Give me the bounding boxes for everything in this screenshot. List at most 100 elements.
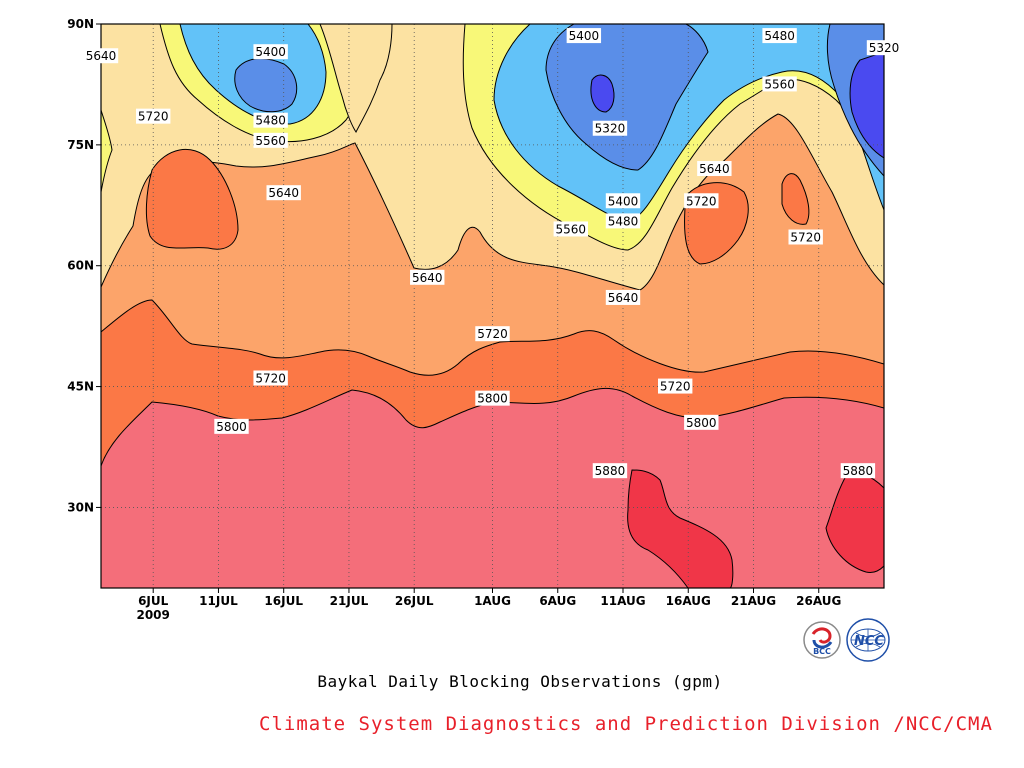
contour-label-value: 5560 (255, 134, 286, 148)
contour-label: 5480 (253, 112, 288, 128)
contour-label: 5320 (866, 40, 902, 56)
plot-area (101, 24, 884, 588)
contour-label: 5480 (605, 213, 641, 229)
chart-title: Baykal Daily Blocking Observations (gpm) (317, 672, 723, 691)
contour-label-value: 5880 (595, 464, 626, 478)
y-tick-label: 75N (67, 138, 94, 152)
x-tick-label: 11AUG (600, 594, 645, 608)
contour-label-bg (866, 40, 902, 56)
contour-label: 5720 (658, 378, 693, 394)
contour-label: 5720 (684, 193, 719, 209)
contour-label-bg (605, 289, 641, 305)
contour-label: 5640 (83, 48, 119, 64)
bcc-logo-swirl-red (811, 627, 832, 644)
contour-label: 5640 (605, 289, 641, 305)
contour-label-value: 5480 (608, 214, 639, 228)
fill-band-5480-5560 (319, 24, 393, 133)
y-tick-label: 60N (67, 259, 94, 273)
x-tick-label: 16JUL (264, 594, 303, 608)
credit-line: Climate System Diagnostics and Predictio… (259, 713, 993, 735)
gridlines (101, 24, 884, 588)
contour-label: 5720 (136, 108, 171, 124)
contour-label: 5800 (214, 418, 249, 434)
contour-label-value: 5640 (412, 271, 443, 285)
fill-band-5720-5800-blob (145, 149, 239, 250)
contour-label-bg (605, 193, 641, 209)
contour-label-bg (697, 161, 732, 177)
contour-label-bg (762, 28, 797, 44)
contour-label-value: 5480 (764, 29, 795, 43)
x-tick-label: 6AUG (539, 594, 576, 608)
contour-label-bg (592, 463, 628, 479)
y-tick-label: 30N (67, 500, 94, 514)
fill-band-5320-5400 (234, 58, 298, 113)
x-tick-label: 21AUG (731, 594, 776, 608)
contour-label: 5720 (475, 326, 510, 342)
x-year-label: 2009 (136, 608, 169, 622)
ncc-logo-text: NCC (854, 634, 884, 649)
ncc-logo: NCC (846, 618, 890, 662)
contour-label-value: 5320 (595, 122, 626, 136)
bcc-logo-circle (803, 621, 841, 659)
bcc-logo: BCC (803, 621, 841, 659)
fill-band-5320-5400 (545, 24, 709, 171)
x-axis: 6JUL 11JUL 16JUL 21JUL 26JUL 1AUG 6AUG 11AUG 16A… (136, 588, 841, 622)
contour-label: 5640 (410, 269, 445, 285)
x-tick-label: 16AUG (666, 594, 711, 608)
contour-label-value: 5800 (477, 392, 508, 406)
contour-label-bg (253, 370, 288, 386)
contour-label-value: 5640 (608, 291, 639, 305)
bcc-logo-swirl-blue (812, 639, 833, 649)
contour-label-value: 5800 (216, 420, 247, 434)
contour-label: 5800 (684, 414, 719, 430)
fill-band-5480-5560 (101, 24, 113, 193)
contour-label-bg (83, 48, 119, 64)
contour-label-value: 5640 (86, 49, 117, 63)
contour-label-value: 5720 (790, 231, 821, 245)
fill-band-above-5880 (627, 469, 734, 588)
contour-label-bg (840, 463, 876, 479)
contour-label: 5480 (762, 28, 797, 44)
contour-label-bg (266, 185, 301, 201)
contour-label-bg (566, 28, 602, 44)
contour-label-value: 5400 (608, 194, 639, 208)
x-tick-label: 26JUL (395, 594, 434, 608)
x-tick-label: 11JUL (199, 594, 238, 608)
y-axis: 90N 75N 60N 45N 30N (67, 17, 101, 514)
contour-label: 5880 (840, 463, 876, 479)
x-tick-label: 1AUG (474, 594, 511, 608)
contour-label: 5720 (253, 370, 288, 386)
contour-label-bg (762, 76, 797, 92)
contour-label-value: 5560 (764, 77, 795, 91)
y-tick-label: 45N (67, 380, 94, 394)
contour-label-bg (410, 269, 445, 285)
fill-band-below-5320 (590, 74, 615, 113)
contour-label: 5640 (266, 185, 301, 201)
contour-label-bg (592, 120, 628, 136)
contour-label: 5400 (566, 28, 602, 44)
contour-label-value: 5640 (268, 186, 299, 200)
contour-label-value: 5720 (255, 372, 286, 386)
contour-label-bg (658, 378, 693, 394)
contour-label-bg (684, 414, 719, 430)
ncc-logo-meridians (851, 629, 885, 651)
contour-label-bg (553, 221, 588, 237)
contour-label-value: 5320 (869, 41, 900, 55)
y-tick-label: 90N (67, 17, 94, 31)
contour-label: 5800 (475, 390, 510, 406)
fill-band-5720-5800-blob (781, 173, 810, 225)
contour-label-value: 5880 (843, 464, 874, 478)
contour-label-value: 5480 (255, 114, 286, 128)
bcc-logo-text: BCC (813, 647, 831, 656)
fill-band-below-5320 (849, 51, 884, 159)
contour-label-value: 5640 (699, 162, 730, 176)
contour-label-bg (788, 229, 823, 245)
contour-labels: 5640 5720 5400 5480 5560 5640 5720 5800 5640 5720… (83, 28, 902, 479)
x-tick-label: 21JUL (330, 594, 369, 608)
contour-label: 5880 (592, 463, 628, 479)
contour-label-bg (214, 418, 249, 434)
contour-label-value: 5720 (686, 194, 717, 208)
contour-label-bg (253, 44, 288, 60)
contour-label-bg (136, 108, 171, 124)
contour-label: 5560 (762, 76, 797, 92)
